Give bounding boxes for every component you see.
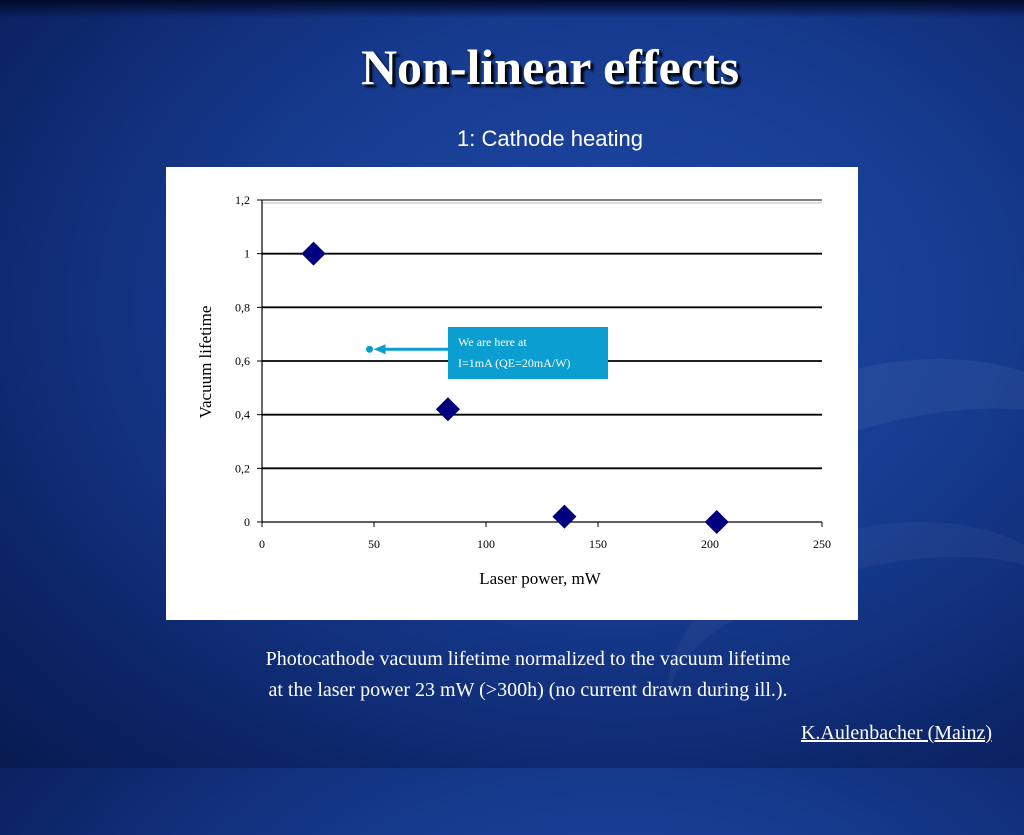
caption-line-1: Photocathode vacuum lifetime normalized … [265,648,791,670]
y-tick-label: 1 [244,247,250,261]
data-point-diamond [301,241,326,266]
y-tick-label: 0,8 [235,300,250,314]
x-tick-label: 100 [477,537,495,551]
slide-title: Non-linear effects [360,39,740,95]
tick-labels: 0 0,2 0,4 0,6 0,8 1 1,2 0 50 100 150 200 250 [235,193,831,551]
annotation-arrow-head [373,344,386,355]
data-point-diamond [704,510,729,534]
top-band [0,0,1024,18]
slide-caption: Photocathode vacuum lifetime normalized … [150,644,906,706]
y-tick-label: 1,2 [235,193,250,207]
annotation-line-1: We are here at [458,335,527,349]
author-credit-link[interactable]: K.Aulenbacher (Mainz) [800,722,992,744]
annotation-line-2: I=1mA (QE=20mA/W) [458,356,571,370]
y-tick-label: 0,6 [235,354,250,368]
x-tick-label: 0 [259,537,265,551]
annotation-callout: We are here at I=1mA (QE=20mA/W) [448,327,608,379]
caption-line-2: at the laser power 23 mW (>300h) (no cur… [268,679,788,701]
slide-subtitle: 1: Cathode heating [457,126,643,151]
y-tick-label: 0,4 [235,408,250,422]
chart-svg: 0 0,2 0,4 0,6 0,8 1 1,2 0 50 100 150 200 250 Laser p… [196,193,831,588]
annotation-arrow [366,344,448,355]
x-tick-label: 150 [589,537,607,551]
data-points [301,241,729,534]
y-tick-label: 0 [244,515,250,529]
data-point-diamond [435,397,460,422]
annotation-arrow-tip [366,345,374,353]
x-axis-label: Laser power, mW [479,569,602,588]
y-axis-label: Vacuum lifetime [196,306,215,419]
chart-panel: 0 0,2 0,4 0,6 0,8 1 1,2 0 50 100 150 200 250 Laser p… [166,167,858,620]
x-tick-label: 250 [813,537,831,551]
y-tick-label: 0,2 [235,461,250,475]
data-point-diamond [552,504,577,529]
x-tick-label: 50 [368,537,380,551]
x-tick-label: 200 [701,537,719,551]
